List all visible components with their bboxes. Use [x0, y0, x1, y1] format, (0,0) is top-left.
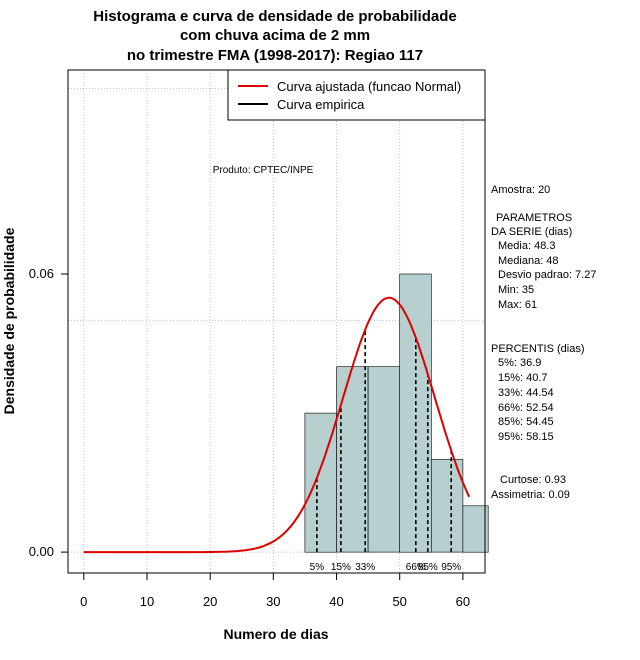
param-sd: Desvio padrao: 7.27: [498, 269, 596, 281]
percentil-15: 15%: 40.7: [498, 372, 548, 384]
percentile-label-1: 15%: [331, 562, 351, 573]
percentile-lines: 5% 15% 33% 66%85% 95%: [310, 329, 461, 573]
param-median: Mediana: 48: [498, 255, 559, 267]
stats-panel: Amostra: 20 PARAMETROS DA SERIE (dias) M…: [491, 184, 596, 501]
chart-title-line-2: com chuva acima de 2 mm: [180, 27, 370, 44]
param-max: Max: 61: [498, 299, 537, 311]
percentile-label-2: 33%: [355, 562, 375, 573]
percentil-66: 66%: 52.54: [498, 402, 554, 414]
percentile-label-3: 66%: [406, 562, 426, 573]
percentil-95: 95%: 58.15: [498, 431, 554, 443]
x-tick-label-0: 0: [80, 594, 87, 609]
x-tick-label-2: 20: [203, 594, 217, 609]
legend-box: [227, 69, 486, 121]
param-mean: Media: 48.3: [498, 240, 555, 252]
x-tick-label-6: 60: [456, 594, 470, 609]
percentis-heading: PERCENTIS (dias): [491, 343, 585, 355]
percentil-33: 33%: 44.54: [498, 387, 554, 399]
percentile-label-5: 95%: [441, 562, 461, 573]
histogram-bar: [367, 366, 401, 553]
histogram-bar: [336, 366, 369, 553]
y-axis-label: Densidade de probabilidade: [1, 227, 17, 414]
histogram-bars: [304, 273, 489, 553]
fitted-curve: [83, 296, 471, 554]
histogram-bar: [462, 505, 489, 553]
percentile-label-4: 85%: [418, 562, 438, 573]
histogram-bar: [430, 459, 464, 553]
curtose: Curtose: 0.93: [500, 474, 566, 486]
chart-title-line-3: no trimestre FMA (1998-2017): Regiao 117: [127, 47, 423, 64]
product-annotation: Produto: CPTEC/INPE: [213, 165, 314, 176]
sample-size: Amostra: 20: [491, 184, 550, 196]
percentil-5: 5%: 36.9: [498, 357, 541, 369]
params-heading: PARAMETROS: [496, 212, 572, 224]
legend: Curva ajustada (funcao Normal) Curva emp…: [227, 69, 486, 121]
normal-fit-curve: [83, 296, 471, 554]
legend-label-fitted: Curva ajustada (funcao Normal): [277, 79, 461, 94]
percentil-85: 85%: 54.45: [498, 416, 554, 428]
assimetria: Assimetria: 0.09: [491, 489, 570, 501]
x-tick-label-1: 10: [140, 594, 154, 609]
x-tick-label-5: 50: [392, 594, 406, 609]
y-tick-label-0: 0.00: [29, 544, 54, 559]
x-tick-label-4: 40: [329, 594, 343, 609]
y-tick-label-1: 0.06: [29, 266, 54, 281]
x-tick-label-3: 30: [266, 594, 280, 609]
params-subheading: DA SERIE (dias): [491, 226, 572, 238]
param-min: Min: 35: [498, 284, 534, 296]
x-axis-ticks: 0 10 20 30 40 50 60: [80, 573, 470, 609]
legend-label-empirical: Curva empirica: [277, 97, 365, 112]
x-axis-label: Numero de dias: [223, 626, 328, 642]
y-axis-ticks: 0.00 0.06: [29, 266, 68, 559]
histogram-bar: [399, 273, 432, 553]
chart-title-line-1: Histograma e curva de densidade de proba…: [93, 8, 456, 25]
percentile-label-0: 5%: [310, 562, 325, 573]
